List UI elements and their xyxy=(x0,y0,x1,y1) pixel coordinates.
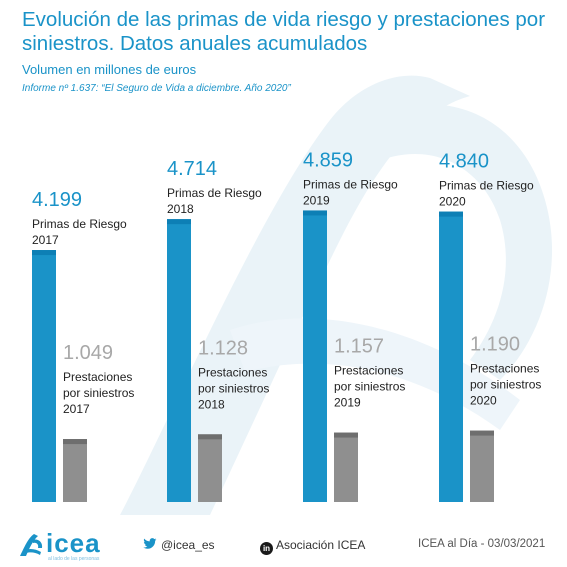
bar-primas-cap-2018 xyxy=(167,219,191,225)
bar-primas-2018 xyxy=(167,219,191,502)
series-label-primas-2018-line-0: Primas de Riesgo xyxy=(167,186,262,200)
logo-text: icea xyxy=(46,528,101,558)
linkedin-text: Asociación ICEA xyxy=(276,538,366,552)
series-label-prestaciones-2019-line-0: Prestaciones xyxy=(334,364,403,378)
series-label-prestaciones-2019-line-2: 2019 xyxy=(334,396,361,410)
series-label-prestaciones-2020-line-2: 2020 xyxy=(470,394,497,408)
bar-primas-2019 xyxy=(303,210,327,502)
bar-prestaciones-cap-2018 xyxy=(198,434,222,440)
series-label-prestaciones-2018-line-0: Prestaciones xyxy=(198,365,267,379)
footer: icea al lado de las personas @icea_es in… xyxy=(0,518,567,567)
series-label-primas-2018-line-1: 2018 xyxy=(167,202,194,216)
series-label-prestaciones-2019-line-1: por siniestros xyxy=(334,380,405,394)
value-label-prestaciones-2020: 1.190 xyxy=(470,334,520,356)
bar-prestaciones-cap-2019 xyxy=(334,432,358,438)
value-label-primas-2020: 4.840 xyxy=(439,151,489,173)
value-label-primas-2019: 4.859 xyxy=(303,149,353,171)
bar-prestaciones-2020 xyxy=(470,430,494,502)
series-label-prestaciones-2018-line-2: 2018 xyxy=(198,397,225,411)
bar-prestaciones-2019 xyxy=(334,432,358,502)
series-label-prestaciones-2018-line-1: por siniestros xyxy=(198,381,269,395)
series-label-primas-2017-line-1: 2017 xyxy=(32,233,59,247)
publication-date: ICEA al Día - 03/03/2021 xyxy=(418,538,546,550)
twitter-handle-text: @icea_es xyxy=(161,538,215,552)
linkedin-icon: in xyxy=(260,542,273,555)
value-label-prestaciones-2017: 1.049 xyxy=(63,342,113,364)
icea-logo-mark-icon xyxy=(20,534,43,556)
series-label-prestaciones-2017-line-0: Prestaciones xyxy=(63,370,132,384)
bar-prestaciones-2018 xyxy=(198,434,222,502)
series-label-primas-2017-line-0: Primas de Riesgo xyxy=(32,217,127,231)
linkedin-link[interactable]: in Asociación ICEA xyxy=(260,538,365,555)
bar-primas-2017 xyxy=(32,250,56,502)
series-label-prestaciones-2020-line-1: por siniestros xyxy=(470,378,541,392)
series-label-primas-2019-line-0: Primas de Riesgo xyxy=(303,177,398,191)
series-label-prestaciones-2017-line-2: 2017 xyxy=(63,402,90,416)
icea-logo: icea al lado de las personas xyxy=(16,528,116,564)
chart-subtitle: Volumen en millones de euros xyxy=(22,62,197,77)
bar-prestaciones-2017 xyxy=(63,439,87,502)
bar-prestaciones-cap-2020 xyxy=(470,430,494,436)
bar-primas-2020 xyxy=(439,211,463,502)
series-label-prestaciones-2020-line-0: Prestaciones xyxy=(470,362,539,376)
bar-prestaciones-cap-2017 xyxy=(63,439,87,445)
bar-primas-cap-2017 xyxy=(32,250,56,256)
source-note: Informe nº 1.637: “El Seguro de Vida a d… xyxy=(22,83,291,94)
series-label-prestaciones-2017-line-1: por siniestros xyxy=(63,386,134,400)
series-label-primas-2019-line-1: 2019 xyxy=(303,193,330,207)
logo-tagline: al lado de las personas xyxy=(48,556,100,562)
bar-primas-cap-2019 xyxy=(303,210,327,216)
bar-primas-cap-2020 xyxy=(439,211,463,217)
value-label-prestaciones-2019: 1.157 xyxy=(334,336,384,358)
value-label-primas-2017: 4.199 xyxy=(32,189,82,211)
value-label-primas-2018: 4.714 xyxy=(167,158,217,180)
series-label-primas-2020-line-0: Primas de Riesgo xyxy=(439,179,534,193)
twitter-handle[interactable]: @icea_es xyxy=(143,538,215,552)
series-label-primas-2020-line-1: 2020 xyxy=(439,195,466,209)
value-label-prestaciones-2018: 1.128 xyxy=(198,337,248,359)
chart-title: Evolución de las primas de vida riesgo y… xyxy=(22,8,546,55)
twitter-icon xyxy=(143,538,157,549)
